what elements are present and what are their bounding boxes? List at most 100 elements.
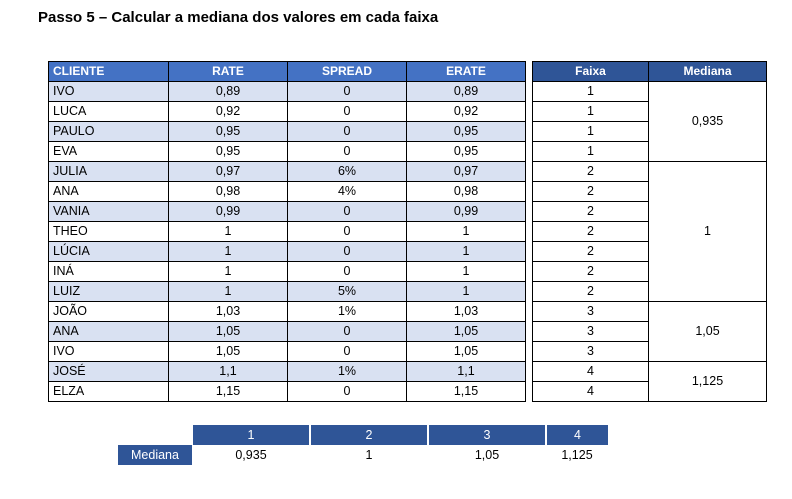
- cell-faixa: 2: [532, 241, 649, 262]
- column-gap: [525, 301, 533, 322]
- cell-spread: 0: [287, 321, 407, 342]
- cell-faixa: 2: [532, 201, 649, 222]
- cell-cliente: LUIZ: [48, 281, 169, 302]
- cell-faixa: 2: [532, 261, 649, 282]
- cell-spread: 5%: [287, 281, 407, 302]
- cell-faixa: 1: [532, 101, 649, 122]
- cell-spread: 0: [287, 261, 407, 282]
- cell-rate: 1,05: [168, 341, 288, 362]
- table-row: ELZA 1,15 0 1,15 4: [48, 381, 767, 402]
- summary-table: 1 2 3 4 Mediana 0,935 1 1,05 1,125: [118, 425, 608, 465]
- cell-cliente: IVO: [48, 81, 169, 102]
- cell-rate: 0,95: [168, 121, 288, 142]
- cell-erate: 1,03: [406, 301, 526, 322]
- cell-spread: 0: [287, 121, 407, 142]
- cell-cliente: ELZA: [48, 381, 169, 402]
- table-row: IVO 0,89 0 0,89 1 0,935: [48, 81, 767, 162]
- table-row: ANA 1,05 0 1,05 3: [48, 321, 767, 342]
- cell-erate: 1,15: [406, 381, 526, 402]
- cell-cliente: VANIA: [48, 201, 169, 222]
- header-rate: RATE: [168, 61, 288, 82]
- column-gap: [525, 261, 533, 282]
- cell-spread: 6%: [287, 161, 407, 182]
- column-gap: [525, 221, 533, 242]
- table-row: INÁ 1 0 1 2: [48, 261, 767, 282]
- cell-erate: 1: [406, 281, 526, 302]
- cell-cliente: LUCA: [48, 101, 169, 122]
- cell-mediana-faixa-4: 1,125: [648, 361, 767, 402]
- cell-cliente: EVA: [48, 141, 169, 162]
- cell-erate: 1,05: [406, 321, 526, 342]
- cell-faixa: 2: [532, 161, 649, 182]
- cell-erate: 0,92: [406, 101, 526, 122]
- cell-rate: 1: [168, 281, 288, 302]
- cell-cliente: JOÃO: [48, 301, 169, 322]
- cell-cliente: JOSÉ: [48, 361, 169, 382]
- cell-faixa: 3: [532, 341, 649, 362]
- column-gap: [525, 101, 533, 122]
- cell-cliente: INÁ: [48, 261, 169, 282]
- cell-spread: 0: [287, 201, 407, 222]
- summary-value: 1,05: [474, 448, 500, 462]
- column-gap: [525, 241, 533, 262]
- column-gap: [525, 381, 533, 402]
- cell-faixa: 1: [532, 81, 649, 102]
- cell-mediana-faixa-1: 0,935: [648, 81, 767, 162]
- header-spread: SPREAD: [287, 61, 407, 82]
- column-gap: [525, 361, 533, 382]
- cell-cliente: THEO: [48, 221, 169, 242]
- cell-erate: 0,95: [406, 141, 526, 162]
- cell-erate: 0,98: [406, 181, 526, 202]
- cell-cliente: ANA: [48, 321, 169, 342]
- cell-rate: 1,05: [168, 321, 288, 342]
- cell-cliente: PAULO: [48, 121, 169, 142]
- cell-mediana-faixa-3: 1,05: [648, 301, 767, 362]
- header-cliente: CLIENTE: [48, 61, 169, 82]
- cell-spread: 0: [287, 221, 407, 242]
- table-row: JOSÉ 1,1 1% 1,1 4 1,125: [48, 361, 767, 402]
- summary-value: 0,935: [235, 448, 267, 462]
- cell-spread: 1%: [287, 361, 407, 382]
- summary-values-row: Mediana 0,935 1 1,05 1,125: [118, 445, 608, 465]
- column-gap: [525, 61, 533, 82]
- table-row: JULIA 0,97 6% 0,97 2 1: [48, 161, 767, 302]
- summary-faixa-header: 1: [191, 425, 310, 445]
- summary-corner: [118, 425, 192, 445]
- table-row: ANA 0,98 4% 0,98 2: [48, 181, 767, 202]
- cell-rate: 1,03: [168, 301, 288, 322]
- table-row: LUIZ 1 5% 1 2: [48, 281, 767, 302]
- cell-cliente: LÚCIA: [48, 241, 169, 262]
- cell-erate: 0,89: [406, 81, 526, 102]
- table-row: EVA 0,95 0 0,95 1: [48, 141, 767, 162]
- cell-faixa: 4: [532, 381, 649, 402]
- cell-spread: 0: [287, 81, 407, 102]
- cell-rate: 1: [168, 241, 288, 262]
- summary-header-row: 1 2 3 4: [118, 425, 608, 445]
- header-faixa: Faixa: [532, 61, 649, 82]
- cell-cliente: JULIA: [48, 161, 169, 182]
- cell-rate: 1,1: [168, 361, 288, 382]
- cell-spread: 4%: [287, 181, 407, 202]
- column-gap: [525, 341, 533, 362]
- cell-erate: 0,99: [406, 201, 526, 222]
- summary-value: 1,125: [561, 448, 593, 462]
- cell-faixa: 1: [532, 141, 649, 162]
- cell-rate: 1,15: [168, 381, 288, 402]
- summary-label: Mediana: [118, 445, 192, 465]
- cell-rate: 0,95: [168, 141, 288, 162]
- summary-value: 1: [365, 448, 373, 462]
- cell-erate: 0,95: [406, 121, 526, 142]
- cell-spread: 0: [287, 341, 407, 362]
- cell-mediana-faixa-2: 1: [648, 161, 767, 302]
- cell-erate: 0,97: [406, 161, 526, 182]
- cell-faixa: 2: [532, 221, 649, 242]
- table-row: VANIA 0,99 0 0,99 2: [48, 201, 767, 222]
- cell-spread: 0: [287, 241, 407, 262]
- cell-erate: 1: [406, 261, 526, 282]
- cell-spread: 0: [287, 381, 407, 402]
- column-gap: [525, 281, 533, 302]
- cell-erate: 1,1: [406, 361, 526, 382]
- cell-spread: 1%: [287, 301, 407, 322]
- header-mediana: Mediana: [648, 61, 767, 82]
- cell-cliente: IVO: [48, 341, 169, 362]
